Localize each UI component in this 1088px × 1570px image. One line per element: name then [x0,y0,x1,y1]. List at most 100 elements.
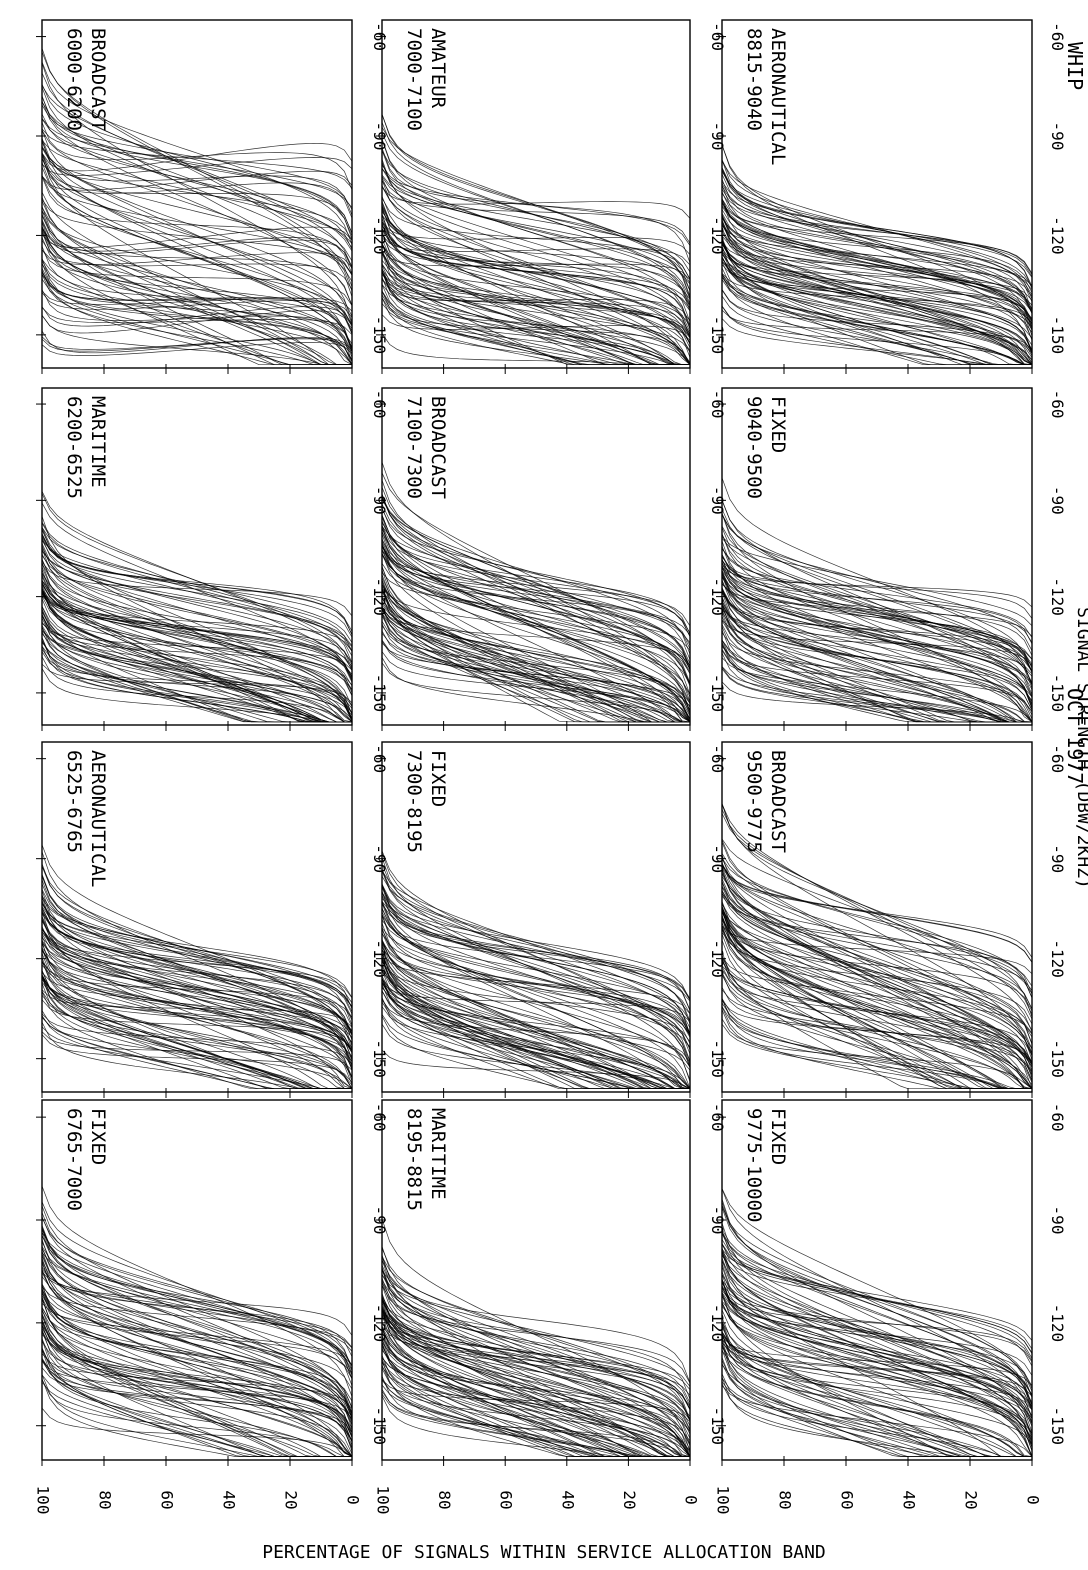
signal-curve [41,62,353,323]
y-tick-label: 60 [497,1490,516,1509]
signal-curve [721,602,1032,723]
y-tick-label: 20 [620,1490,639,1509]
signal-curve [721,230,1033,351]
signal-curve [721,919,1033,1012]
signal-curve [721,911,1032,1090]
signal-curve [381,870,691,1022]
signal-curve [721,305,1032,366]
signal-curve [721,645,1033,712]
y-tick-label: 80 [96,1490,115,1509]
signal-curve [41,580,353,709]
signal-curve [41,274,353,345]
signal-curve [41,610,352,723]
signal-curve [381,1389,691,1457]
signal-curve [381,927,691,1048]
signal-curve [721,957,1033,1089]
signal-curve [721,201,1033,293]
signal-curve [41,991,352,1090]
signal-curve [41,876,353,1068]
signal-curve [381,548,691,698]
signal-curve [721,261,1033,366]
signal-curve [41,589,353,691]
signal-curve [721,235,1033,297]
signal-curve [41,1269,353,1442]
signal-curve [41,1379,352,1457]
y-tick-label: 20 [282,1490,301,1509]
signal-curve [381,228,690,366]
panel-frame [41,1099,353,1461]
signal-curve [721,666,1032,723]
signal-curve [721,567,1033,711]
signal-curve [721,1287,1033,1417]
signal-curve [41,957,352,1090]
signal-curve [721,1251,1032,1457]
signal-curve [721,1336,1033,1386]
signal-curve [721,907,1033,1089]
y-tick-label: 100 [374,1486,393,1515]
signal-curve [381,163,691,291]
signal-curve [381,1335,691,1445]
signal-curve [381,461,691,712]
signal-curve [381,272,691,352]
signal-curve [41,1235,353,1371]
signal-curve [381,545,690,723]
signal-curve [381,1285,691,1384]
signal-curve [721,198,1033,274]
signal-curve [721,1253,1033,1417]
signal-curve [41,129,353,325]
signal-curve [381,982,691,1022]
signal-curve [41,558,353,715]
signal-curve [721,1331,1033,1424]
signal-curve [381,1309,690,1457]
signal-curve [721,1303,1033,1448]
signal-curve [381,563,691,674]
signal-curve [381,625,690,723]
signal-curve [41,85,353,252]
signal-curve [41,953,353,1079]
signal-curve [721,1334,1033,1457]
signal-curve [721,239,1032,366]
signal-curve [721,556,1033,643]
signal-curve [721,1006,1032,1090]
signal-curve [41,582,352,723]
signal-curve [381,1302,690,1457]
signal-curve [41,595,353,714]
signal-curve [381,150,691,280]
panel-frame [381,1099,691,1461]
panel-aeronautical-8815-9040: -150 -120 -90 -60 0 20 40 60 80 100 AERONAUTICAL88… [714,19,1067,1514]
signal-curve [721,1305,1033,1439]
signal-curve [721,243,1033,363]
signal-curve [721,181,1033,278]
x-tick-label: -60 [1048,22,1067,51]
signal-curve [41,210,353,306]
signal-curve [41,1262,352,1457]
signal-curve [41,1212,353,1376]
signal-curve [41,1217,353,1367]
signal-curve [381,901,690,1090]
signal-curve [381,966,691,1090]
signal-curve [41,527,353,643]
signal-curve [721,895,1033,991]
curve-series [721,1188,1033,1457]
signal-curve [721,639,1032,723]
signal-curve [381,978,691,1090]
signal-curve [721,652,1032,723]
curve-series [381,1218,691,1457]
signal-curve [41,226,353,267]
signal-curve [41,903,353,1035]
signal-curve [381,1268,690,1457]
signal-curve [381,230,691,306]
signal-curve [381,499,691,667]
signal-curve [381,552,690,723]
curve-series [41,1185,353,1457]
signal-curve [41,260,353,361]
panel-frame [381,19,691,369]
signal-curve [381,1313,691,1410]
signal-curve [721,1321,1032,1457]
signal-curve [721,272,1033,324]
signal-curve [381,525,691,702]
signal-curve [721,274,1032,366]
signal-curve [381,953,691,1015]
signal-curve [721,876,1033,1062]
